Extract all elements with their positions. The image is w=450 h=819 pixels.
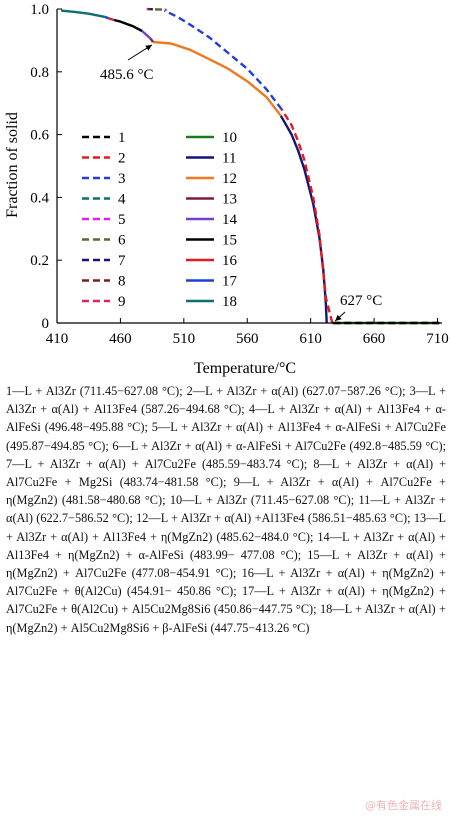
legend-label-9: 9 [118, 294, 126, 310]
caption-entry-1: 1—L + Al3Zr (711.45−627.08 °C); [6, 384, 183, 398]
series-16-line [108, 17, 115, 22]
caption-entry-9: 9—L + Al3Zr + α(Al) + Al7Cu2Fe + η(MgZn2… [6, 475, 446, 508]
legend-label-10: 10 [222, 130, 237, 146]
legend-label-6: 6 [118, 233, 126, 249]
caption-entry-14: 14—L + Al3Zr + α(Al) + Al13Fe4 + η(MgZn2… [6, 529, 446, 562]
legend-label-5: 5 [118, 212, 126, 228]
annotation-485: 485.6 °C [100, 67, 154, 83]
caption-entry-10: 10—L + Al3Zr (711.45−627.08 °C); [169, 493, 355, 508]
caption-entry-7: 7—L + Al3Zr + α(Al) + Al7Cu2Fe (485.59−4… [6, 456, 308, 471]
x-tick-label: 610 [299, 331, 322, 347]
series-2-line [280, 108, 334, 324]
caption-entry-12: 12—L + Al3Zr + α(Al) +Al13Fe4 (586.51−48… [136, 511, 411, 526]
annotation-arrow-485 [127, 44, 153, 61]
series-15-line [113, 18, 143, 33]
caption-entry-16: 16—L + Al3Zr + α(Al) + η(MgZn2) + Al7Cu2… [6, 566, 446, 599]
legend-label-18: 18 [222, 294, 237, 310]
series-11-line [279, 115, 328, 324]
legend-label-15: 15 [222, 233, 237, 249]
caption-entry-2: 2—L + Al3Zr + α(Al) (627.07−587.26 °C); [186, 384, 406, 398]
x-tick-label: 560 [236, 331, 259, 347]
caption-entry-13: 13—L + Al3Zr + α(Al) + Al13Fe4 + η(MgZn2… [6, 511, 446, 544]
legend-label-4: 4 [118, 192, 126, 208]
legend-label-14: 14 [222, 212, 238, 228]
y-tick-label: 0 [42, 316, 50, 332]
caption-entry-18: 18—L + Al3Zr + α(Al) + η(MgZn2) + Al5Cu2… [6, 602, 446, 635]
y-tick-label: 0.2 [30, 253, 49, 269]
legend-label-2: 2 [118, 151, 126, 167]
y-tick-label: 1.0 [30, 2, 49, 18]
legend-label-17: 17 [222, 274, 238, 290]
annotation-627: 627 °C [340, 293, 382, 309]
x-tick-label: 460 [109, 331, 132, 347]
caption-entry-4: 4—L + Al3Zr + α(Al) + Al13Fe4 + α-AlFeSi… [6, 402, 446, 435]
x-axis-title: Temperature/°C [194, 360, 296, 377]
caption-entry-6: 6—L + Al3Zr + α(Al) + α-AlFeSi + Al7Cu2F… [112, 438, 447, 453]
plot-area [60, 7, 440, 325]
series-12-line [152, 40, 282, 117]
annotations: 485.6 °C 627 °C [100, 44, 382, 322]
series-18-line [60, 9, 106, 19]
series-13-line [149, 38, 154, 43]
series-17-line [104, 15, 110, 20]
y-tick-label: 0.8 [30, 65, 49, 81]
legend-label-13: 13 [222, 192, 237, 208]
legend-label-1: 1 [118, 130, 126, 146]
y-tick-label: 0.6 [30, 128, 49, 144]
caption-entry-5: 5—L + Al3Zr + α(Al) + Al13Fe4 + α-AlFeSi… [6, 420, 446, 453]
x-tick-label: 660 [363, 331, 386, 347]
x-tick-label: 410 [46, 331, 69, 347]
legend-label-11: 11 [222, 151, 236, 167]
x-tick-label: 710 [426, 331, 449, 347]
caption-entry-15: 15—L + Al3Zr + α(Al) + η(MgZn2) + Al7Cu2… [6, 547, 446, 581]
legend-label-3: 3 [118, 171, 126, 187]
caption-entry-3: 3—L + Al3Zr + α(Al) + Al13Fe4 (587.26−49… [6, 384, 446, 417]
legend-label-7: 7 [118, 253, 126, 269]
legend-label-8: 8 [118, 274, 126, 290]
caption-entry-8: 8—L + Al3Zr + α(Al) + Al7Cu2Fe + Mg2Si (… [6, 456, 447, 490]
caption-entry-11: 11—L + Al3Zr + α(Al) (622.7−586.52 °C); [6, 493, 446, 526]
y-tick-label: 0.4 [30, 190, 49, 206]
figure-caption: 1—L + Al3Zr (711.45−627.08 °C); 2—L + Al… [6, 382, 446, 637]
series-14-line [141, 30, 152, 40]
legend-label-16: 16 [222, 253, 238, 269]
y-axis-title: Fraction of solid [4, 112, 21, 218]
x-tick-label: 510 [173, 331, 196, 347]
watermark: @有色金属在线 [365, 799, 442, 812]
caption-entry-17: 17—L + Al3Zr + α(Al) + η(MgZn2) + Al7Cu2… [6, 584, 446, 617]
annotation-arrow-627 [334, 311, 346, 322]
series-3-line [163, 9, 283, 111]
legend-label-12: 12 [222, 171, 237, 187]
